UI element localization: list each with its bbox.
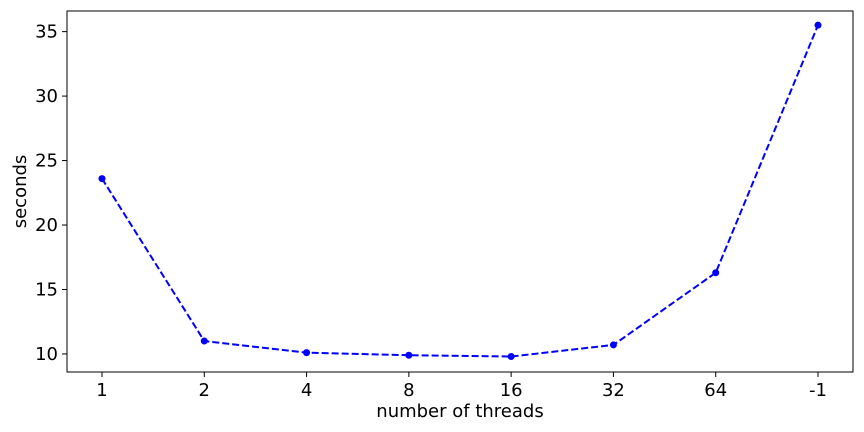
y-tick-label: 10 [35, 344, 58, 365]
data-point [814, 21, 822, 29]
plot-frame [66, 10, 854, 373]
x-tick-label: -1 [809, 380, 827, 401]
y-tick-label: 30 [35, 86, 58, 107]
x-tick-label: 4 [301, 380, 312, 401]
y-tick-label: 35 [35, 22, 58, 43]
y-axis-label: seconds [10, 155, 31, 229]
x-tick-label: 8 [403, 380, 414, 401]
x-tick-label: 32 [602, 380, 625, 401]
data-point [405, 351, 413, 359]
x-tick-label: 1 [96, 380, 107, 401]
x-tick-label: 2 [199, 380, 210, 401]
x-tick-label: 64 [704, 380, 727, 401]
y-tick-label: 20 [35, 215, 58, 236]
series-line [101, 24, 819, 358]
x-axis-label: number of threads [376, 401, 543, 422]
data-point [507, 353, 515, 361]
plot-marks [98, 21, 822, 361]
y-tick-label: 25 [35, 151, 58, 172]
data-point [712, 269, 720, 277]
y-axis: 10 15 20 25 30 35 [35, 22, 67, 365]
data-point [303, 349, 311, 357]
data-point [200, 337, 208, 345]
data-point [98, 175, 106, 183]
y-tick-label: 15 [35, 279, 58, 300]
data-point [609, 341, 617, 349]
x-axis: 1 2 4 8 16 32 64 -1 [96, 372, 827, 401]
x-tick-label: 16 [500, 380, 523, 401]
